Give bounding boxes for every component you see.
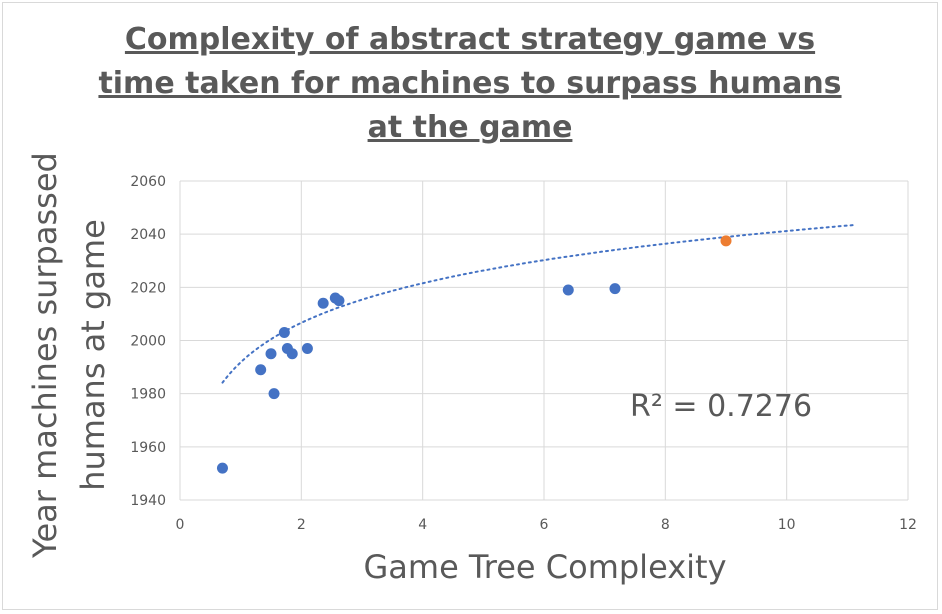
data-point xyxy=(278,327,290,339)
data-point xyxy=(265,348,277,360)
trendline xyxy=(221,224,855,384)
data-point xyxy=(317,297,329,309)
y-axis-title-line2: humans at game xyxy=(74,219,112,491)
y-tick-label: 1940 xyxy=(130,493,166,509)
x-tick-label: 0 xyxy=(176,517,185,533)
data-point xyxy=(609,283,621,295)
data-points xyxy=(216,235,732,474)
x-axis-title: Game Tree Complexity xyxy=(363,548,726,586)
y-tick-label: 2000 xyxy=(130,334,166,350)
y-tick-label: 1960 xyxy=(130,440,166,456)
y-tick-label: 2020 xyxy=(130,280,166,296)
data-point xyxy=(216,462,228,474)
x-tick-label: 8 xyxy=(661,517,670,533)
y-tick-labels: 1940 1960 1980 2000 2020 2040 2060 xyxy=(130,174,166,509)
y-axis-title-line1: Year machines surpassed xyxy=(26,152,64,559)
data-point xyxy=(720,235,732,247)
x-tick-labels: 0 2 4 6 8 10 12 xyxy=(176,517,917,533)
gridlines xyxy=(179,180,909,501)
data-point xyxy=(255,364,267,376)
y-tick-label: 2060 xyxy=(130,174,166,190)
r-squared-label: R² = 0.7276 xyxy=(630,389,812,424)
x-tick-label: 10 xyxy=(778,517,796,533)
data-point xyxy=(286,348,298,360)
y-tick-label: 2040 xyxy=(130,227,166,243)
data-point xyxy=(333,295,345,307)
x-tick-label: 4 xyxy=(418,517,427,533)
data-point xyxy=(268,388,280,400)
x-tick-label: 2 xyxy=(297,517,306,533)
data-point xyxy=(562,284,574,296)
data-point xyxy=(301,342,313,354)
x-tick-label: 6 xyxy=(540,517,549,533)
y-tick-label: 1980 xyxy=(130,387,166,403)
x-tick-label: 12 xyxy=(899,517,917,533)
chart-title: Complexity of abstract strategy game vs … xyxy=(98,22,842,145)
